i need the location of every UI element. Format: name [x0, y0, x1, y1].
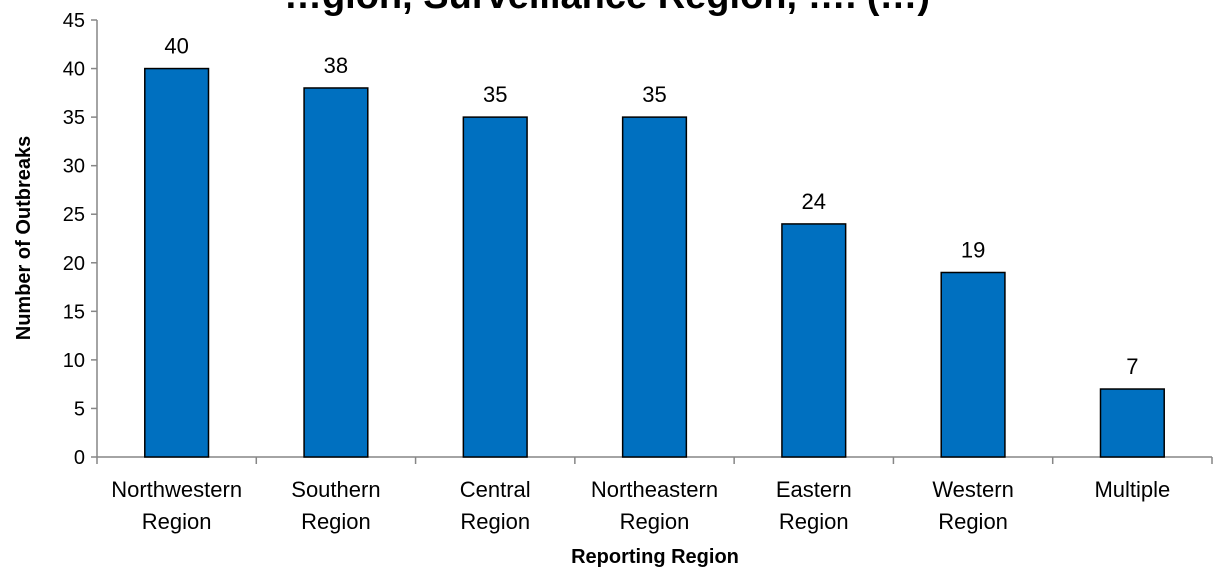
bars-group [145, 69, 1164, 457]
y-tick-label: 0 [74, 447, 85, 469]
y-axis-title: Number of Outbreaks [13, 136, 35, 340]
y-tick-label: 25 [63, 204, 85, 226]
y-tick-label: 35 [63, 107, 85, 129]
x-axis-title: Reporting Region [571, 546, 739, 568]
y-tick-label: 45 [63, 10, 85, 32]
bar-value-label: 35 [642, 82, 666, 107]
y-tick-label: 15 [63, 301, 85, 323]
x-category-label-line: Northeastern [591, 477, 718, 502]
x-category-label-line: Eastern [776, 477, 852, 502]
y-tick-label: 10 [63, 350, 85, 372]
x-category-label: Western Region [932, 477, 1014, 534]
category-labels-group: Northwestern Region Southern Region Central R… [111, 477, 1170, 534]
x-category-label: Northwestern Region [111, 477, 242, 534]
chart-title: …gion, Surveillance Region, …. (…) [284, 0, 930, 17]
bar [782, 224, 846, 457]
bar-value-label: 40 [164, 34, 188, 59]
x-category-label-line: Central [460, 477, 531, 502]
x-category-label-line: Region [779, 509, 849, 534]
x-category-label-line: Northwestern [111, 477, 242, 502]
bar [941, 272, 1005, 457]
x-axis [97, 457, 1212, 464]
x-category-label-line: Western [932, 477, 1014, 502]
bar-value-label: 19 [961, 237, 985, 262]
x-category-label-line: Region [460, 509, 530, 534]
x-category-label: Northeastern Region [591, 477, 718, 534]
bar [145, 69, 209, 457]
bar [463, 117, 527, 457]
bar-value-label: 38 [324, 53, 348, 78]
bar-value-label: 7 [1126, 354, 1138, 379]
x-category-label-line: Region [301, 509, 371, 534]
x-category-label-line: Region [142, 509, 212, 534]
bar-value-label: 24 [802, 189, 826, 214]
x-category-label: Southern Region [291, 477, 380, 534]
bar [1101, 389, 1165, 457]
bar [623, 117, 687, 457]
y-tick-label: 20 [63, 253, 85, 275]
x-category-label-line: Southern [291, 477, 380, 502]
bar [304, 88, 368, 457]
x-category-label-line: Region [938, 509, 1008, 534]
x-category-label: Central Region [460, 477, 531, 534]
bar-value-label: 35 [483, 82, 507, 107]
x-category-label-line: Region [620, 509, 690, 534]
y-tick-label: 40 [63, 59, 85, 81]
x-category-label-line: Multiple [1094, 477, 1170, 502]
y-tick-label: 5 [74, 398, 85, 420]
x-category-label: Eastern Region [776, 477, 852, 534]
y-tick-label: 30 [63, 156, 85, 178]
y-axis: 0 5 10 15 20 25 30 35 40 45 [63, 10, 97, 469]
x-category-label: Multiple [1094, 477, 1170, 502]
